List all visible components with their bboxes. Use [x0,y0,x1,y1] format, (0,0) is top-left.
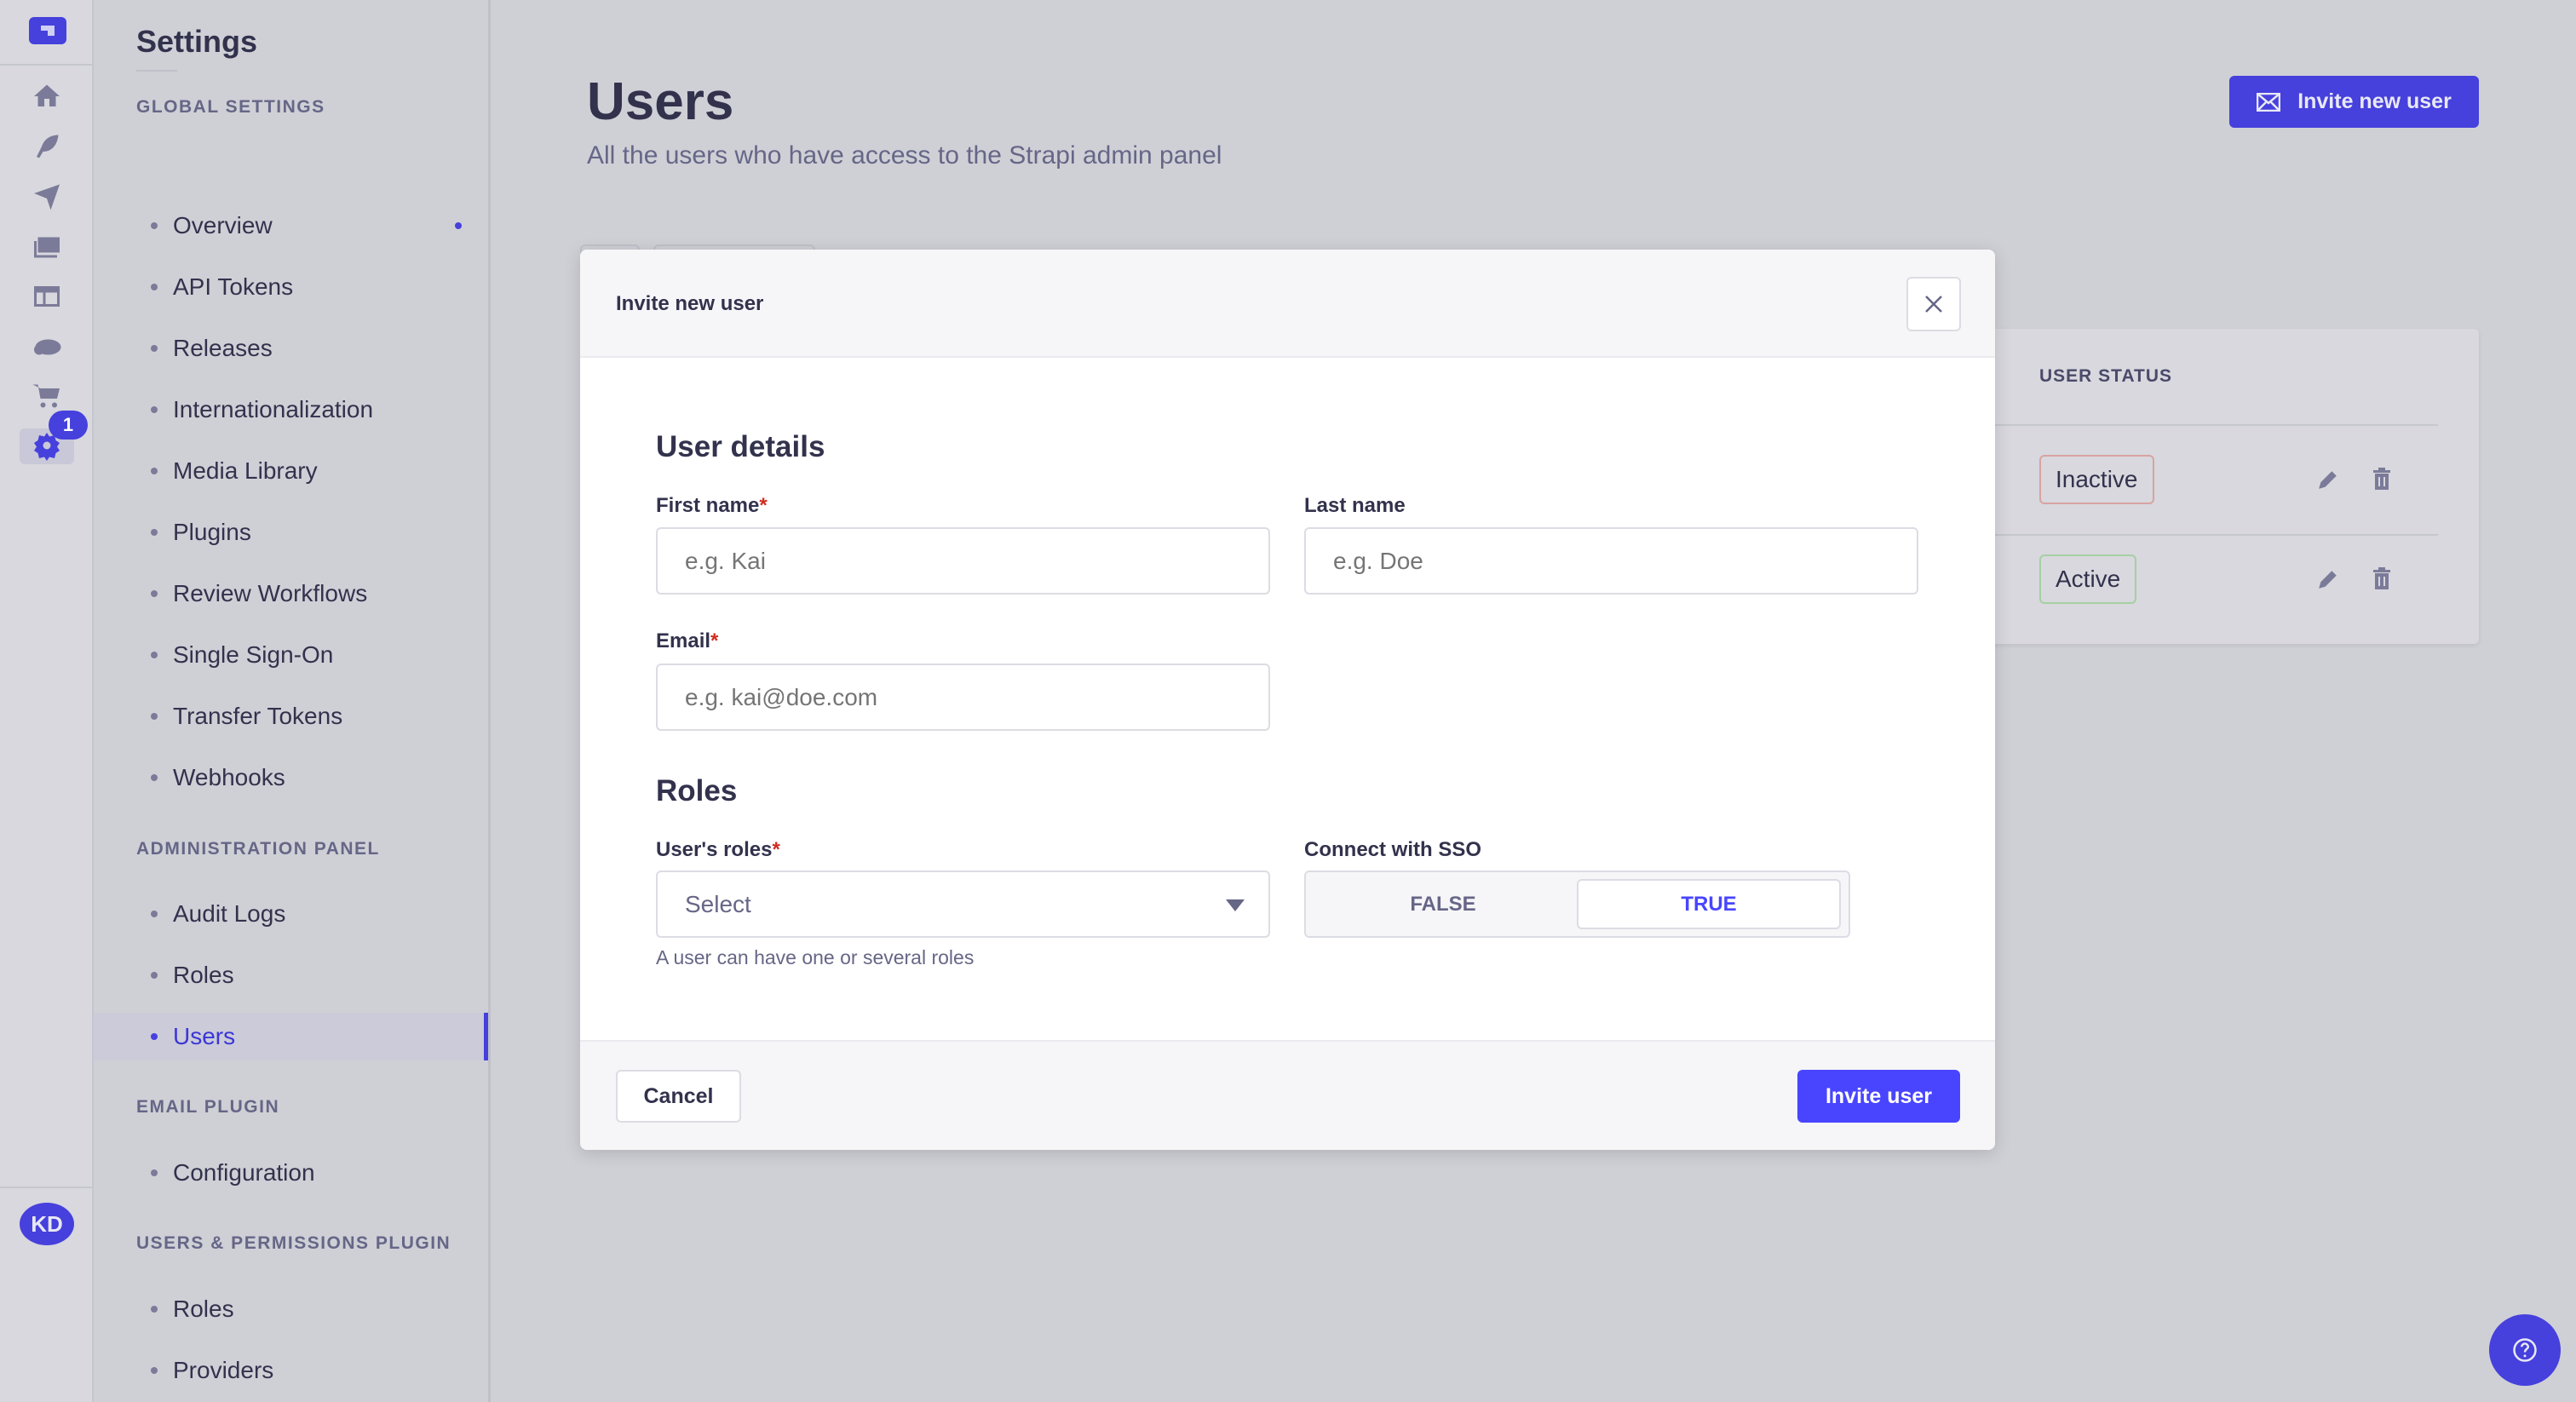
row-divider [1959,534,2438,536]
feather-icon[interactable] [28,128,66,165]
envelope-icon [2257,92,2281,112]
cancel-button[interactable]: Cancel [616,1070,741,1123]
users-table: USER STATUS Inactive Active [1959,329,2479,644]
sidebar-title: Settings [136,24,258,59]
sidebar-item-overview[interactable]: Overview [94,202,488,250]
pencil-icon[interactable] [2317,568,2339,590]
roles-heading: Roles [656,774,738,807]
home-icon[interactable] [28,78,66,115]
sidebar-item-label: Review Workflows [173,580,368,606]
notification-badge: 1 [49,411,88,440]
invite-new-user-label: Invite new user [2297,89,2452,113]
sidebar-item-label: Webhooks [173,764,285,790]
send-icon[interactable] [28,177,66,215]
question-icon [2513,1338,2537,1362]
last-name-label: Last name [1304,494,1406,517]
trash-icon[interactable] [2372,566,2391,590]
sidebar-item-review-workflows[interactable]: Review Workflows [94,570,488,618]
roles-select[interactable]: Select [656,871,1270,938]
section-users-permissions-plugin: USERS & PERMISSIONS PLUGIN [136,1233,451,1253]
page-title: Users [587,72,734,131]
title-underline [136,70,177,72]
sso-true-option[interactable]: TRUE [1577,879,1841,929]
first-name-input[interactable] [656,527,1270,595]
sidebar-item-up-roles[interactable]: Roles [94,1285,488,1333]
sidebar-item-roles[interactable]: Roles [94,951,488,999]
sidebar-item-label: Media Library [173,457,318,484]
cloud-icon[interactable] [28,327,66,365]
invite-new-user-button[interactable]: Invite new user [2229,76,2479,128]
sidebar-item-label: Transfer Tokens [173,703,343,729]
modal-header: Invite new user [580,250,1995,358]
gear-icon[interactable] [28,427,66,464]
sidebar-item-label: Audit Logs [173,900,286,927]
sidebar-item-label: Providers [173,1357,274,1383]
roles-select-value: Select [685,890,751,917]
sidebar-item-label: Roles [173,962,234,988]
trash-icon[interactable] [2372,467,2391,491]
email-label: Email* [656,629,719,652]
modal-footer: Cancel Invite user [580,1040,1995,1150]
email-input[interactable] [656,664,1270,731]
layout-icon[interactable] [28,278,66,315]
sidebar-item-label: Plugins [173,519,251,545]
sidebar-item-label: Users [173,1023,236,1049]
sidebar-item-label: Single Sign-On [173,641,334,668]
close-icon [1925,296,1942,313]
sidebar-item-users[interactable]: Users [94,1013,488,1060]
sidebar-item-label: Releases [173,335,273,361]
section-email-plugin: EMAIL PLUGIN [136,1097,280,1117]
new-indicator-dot [455,222,462,229]
rail-divider [0,64,94,66]
invite-user-modal: Invite new user User details First name*… [580,250,1995,1150]
user-details-heading: User details [656,430,825,463]
sidebar-item-transfer-tokens[interactable]: Transfer Tokens [94,692,488,740]
sidebar-item-label: Configuration [173,1159,315,1186]
pencil-icon[interactable] [2317,468,2339,491]
sidebar-item-configuration[interactable]: Configuration [94,1149,488,1197]
sidebar-item-audit-logs[interactable]: Audit Logs [94,890,488,938]
invite-user-button[interactable]: Invite user [1797,1070,1960,1123]
sidebar-item-label: API Tokens [173,273,294,300]
media-icon[interactable] [28,227,66,265]
column-header-user-status: USER STATUS [2039,366,2173,386]
table-row[interactable]: Active [1959,534,2479,644]
status-badge: Active [2039,554,2137,604]
sidebar-item-media-library[interactable]: Media Library [94,447,488,495]
main-nav-rail: 1 KD [0,0,94,1402]
section-global-settings: GLOBAL SETTINGS [136,97,325,117]
modal-title: Invite new user [616,292,764,315]
sidebar-item-api-tokens[interactable]: API Tokens [94,263,488,311]
sso-toggle[interactable]: FALSE TRUE [1304,871,1850,938]
cart-icon[interactable] [28,377,66,415]
last-name-input[interactable] [1304,527,1918,595]
settings-sidebar: Settings GLOBAL SETTINGS Overview API To… [94,0,491,1402]
sidebar-item-webhooks[interactable]: Webhooks [94,754,488,802]
close-button[interactable] [1906,277,1961,331]
sso-false-option[interactable]: FALSE [1410,892,1476,916]
sidebar-item-internationalization[interactable]: Internationalization [94,386,488,434]
roles-label: User's roles* [656,838,780,861]
page-subtitle: All the users who have access to the Str… [587,141,1222,170]
sidebar-item-releases[interactable]: Releases [94,325,488,372]
sidebar-item-single-sign-on[interactable]: Single Sign-On [94,631,488,679]
avatar[interactable]: KD [20,1203,74,1245]
status-badge: Inactive [2039,455,2154,504]
first-name-label: First name* [656,494,768,517]
chevron-down-icon [1226,899,1245,911]
sidebar-item-label: Overview [173,212,273,238]
sso-label: Connect with SSO [1304,838,1482,861]
roles-hint: A user can have one or several roles [656,946,975,968]
table-row[interactable]: Inactive [1959,424,2479,534]
sidebar-item-providers[interactable]: Providers [94,1347,488,1394]
sidebar-item-label: Internationalization [173,396,374,422]
help-button[interactable] [2489,1314,2561,1386]
sidebar-item-label: Roles [173,1296,234,1322]
rail-divider [0,1187,94,1188]
row-divider [1959,424,2438,426]
strapi-logo[interactable] [29,17,66,44]
section-administration-panel: ADMINISTRATION PANEL [136,839,380,859]
sidebar-item-plugins[interactable]: Plugins [94,509,488,556]
